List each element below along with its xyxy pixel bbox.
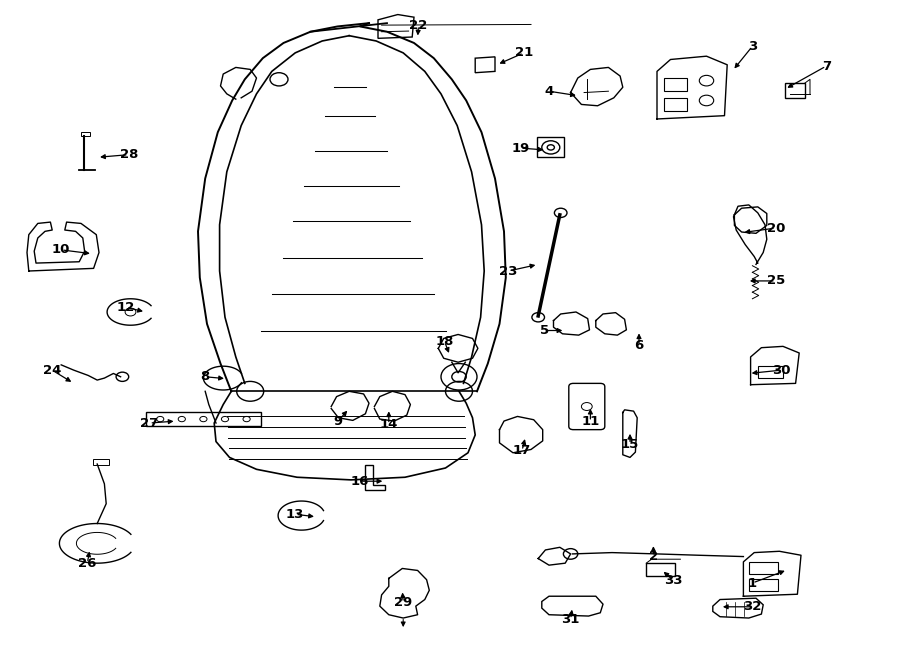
Bar — [749, 579, 778, 591]
Text: 1: 1 — [748, 576, 757, 590]
Text: 6: 6 — [634, 339, 644, 352]
Text: 13: 13 — [286, 508, 304, 521]
Bar — [146, 412, 261, 426]
Text: 28: 28 — [120, 148, 138, 161]
Text: 21: 21 — [515, 46, 533, 59]
Bar — [785, 83, 805, 98]
Text: 16: 16 — [351, 475, 369, 488]
Text: 5: 5 — [540, 324, 549, 337]
Text: 27: 27 — [140, 416, 158, 430]
Text: 22: 22 — [410, 19, 427, 32]
Text: 17: 17 — [513, 444, 531, 457]
Text: 3: 3 — [748, 40, 757, 53]
Text: 24: 24 — [43, 364, 61, 377]
Text: 4: 4 — [544, 85, 554, 98]
Bar — [749, 562, 778, 574]
Text: 33: 33 — [664, 574, 682, 587]
Text: 12: 12 — [117, 301, 135, 314]
Text: 9: 9 — [333, 415, 342, 428]
Text: 15: 15 — [621, 438, 639, 451]
Text: 7: 7 — [822, 59, 831, 73]
Text: 19: 19 — [511, 141, 529, 155]
Text: 10: 10 — [52, 243, 70, 256]
Text: 30: 30 — [772, 364, 790, 377]
Bar — [664, 98, 687, 111]
Text: 18: 18 — [436, 335, 454, 348]
Bar — [93, 459, 109, 465]
Text: 8: 8 — [201, 370, 210, 383]
Text: 29: 29 — [394, 596, 412, 609]
Text: 25: 25 — [767, 274, 785, 288]
Text: 20: 20 — [767, 221, 785, 235]
Bar — [537, 137, 564, 157]
Text: 31: 31 — [562, 613, 580, 626]
Bar — [646, 563, 675, 576]
Text: 14: 14 — [380, 418, 398, 431]
Text: 11: 11 — [581, 415, 599, 428]
Bar — [758, 366, 783, 378]
Bar — [81, 132, 90, 136]
Text: 2: 2 — [649, 550, 658, 563]
Text: 32: 32 — [743, 600, 761, 613]
Text: 26: 26 — [78, 557, 96, 570]
Bar — [664, 78, 687, 91]
Text: 23: 23 — [500, 264, 518, 278]
